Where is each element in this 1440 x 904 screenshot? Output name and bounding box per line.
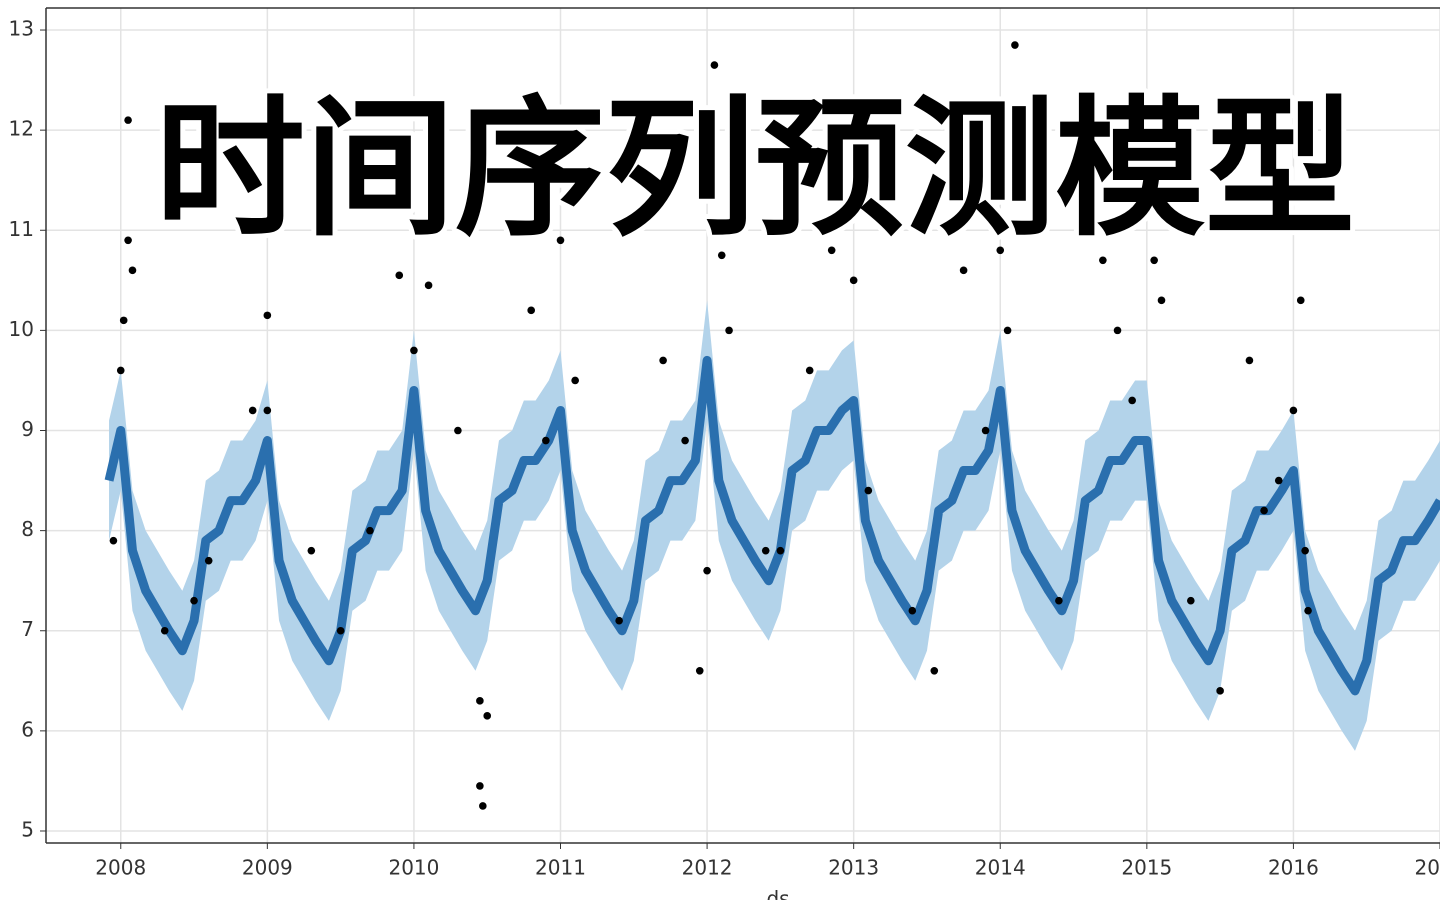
observation: [109, 536, 118, 545]
observation: [908, 606, 917, 615]
observation: [1245, 356, 1254, 365]
observation: [124, 236, 132, 245]
overlay-title: 时间序列预测模型: [155, 83, 1355, 257]
observation: [1099, 256, 1107, 265]
observation: [1216, 687, 1224, 695]
x-tick-label: 2010: [388, 856, 439, 880]
observation: [703, 166, 711, 174]
observation: [1055, 596, 1063, 605]
ticks: 5 6 7 8 9 10 11 12 13 2008 2009 2010 2011 2012 2013 201…: [9, 17, 1440, 880]
observation: [1301, 546, 1309, 555]
observation: [725, 326, 733, 335]
observation: [695, 666, 704, 675]
observation: [710, 61, 719, 69]
observation: [930, 666, 939, 675]
observation: [190, 596, 198, 605]
observation: [959, 266, 968, 275]
observation: [1003, 326, 1012, 335]
observation: [336, 626, 345, 635]
observation: [204, 556, 213, 565]
observation: [717, 251, 726, 260]
x-tick-label: 2012: [682, 856, 733, 880]
observation: [410, 346, 418, 355]
y-tick-label: 6: [21, 717, 34, 741]
observation: [1304, 606, 1312, 615]
observation: [615, 616, 623, 625]
observation: [1150, 256, 1158, 265]
y-tick-label: 5: [21, 817, 34, 841]
y-tick-label: 12: [9, 117, 34, 141]
observation: [119, 316, 128, 325]
y-tick-label: 8: [21, 517, 34, 541]
y-tick-label: 7: [21, 617, 34, 641]
observation: [307, 546, 316, 555]
observation: [1296, 296, 1305, 305]
x-tick-label: 2013: [828, 856, 879, 880]
observation: [542, 436, 550, 445]
observation: [424, 281, 433, 290]
observation: [981, 426, 990, 435]
y-tick-label: 10: [9, 317, 34, 341]
y-tick-label: 13: [9, 17, 34, 41]
observation: [263, 311, 272, 320]
observation: [776, 546, 785, 555]
observation: [527, 306, 535, 315]
observation: [1260, 506, 1268, 515]
observation: [556, 236, 565, 245]
y-tick-label: 9: [21, 417, 34, 441]
observation: [1113, 326, 1122, 335]
x-tick-label: 2017: [1415, 856, 1440, 880]
plot-area: [104, 41, 1440, 810]
x-tick-label: 2014: [975, 856, 1026, 880]
observation: [248, 406, 257, 415]
observation: [124, 116, 132, 124]
observation: [1289, 406, 1298, 415]
observation: [761, 546, 770, 555]
observation: [659, 356, 667, 365]
observation: [454, 426, 462, 435]
observation: [476, 697, 484, 705]
observation: [827, 246, 836, 255]
x-tick-label: 2009: [242, 856, 293, 880]
observation: [479, 802, 487, 810]
observation: [160, 626, 169, 635]
observation: [366, 526, 374, 535]
uncertainty-band: [109, 300, 1440, 751]
observation: [476, 782, 484, 790]
y-tick-label: 11: [9, 217, 34, 241]
x-tick-label: 2016: [1268, 856, 1319, 880]
x-axis-label: ds: [766, 887, 789, 901]
observation: [1011, 41, 1019, 49]
observation: [1274, 476, 1283, 485]
observation: [395, 271, 404, 280]
forecast-line: [104, 355, 1440, 696]
observation: [681, 436, 689, 445]
observation: [1157, 296, 1166, 305]
x-tick-label: 2011: [535, 856, 586, 880]
observation: [805, 366, 814, 375]
observation: [128, 266, 137, 275]
observation: [996, 246, 1005, 255]
observation: [483, 712, 492, 720]
observation: [571, 376, 579, 385]
observation: [1187, 596, 1195, 605]
observation: [849, 276, 858, 285]
x-tick-label: 2015: [1121, 856, 1172, 880]
observation: [1128, 396, 1136, 405]
observation: [263, 406, 272, 415]
observation: [116, 366, 125, 375]
observation: [864, 486, 873, 495]
observation: [703, 566, 711, 575]
x-tick-label: 2008: [95, 856, 146, 880]
